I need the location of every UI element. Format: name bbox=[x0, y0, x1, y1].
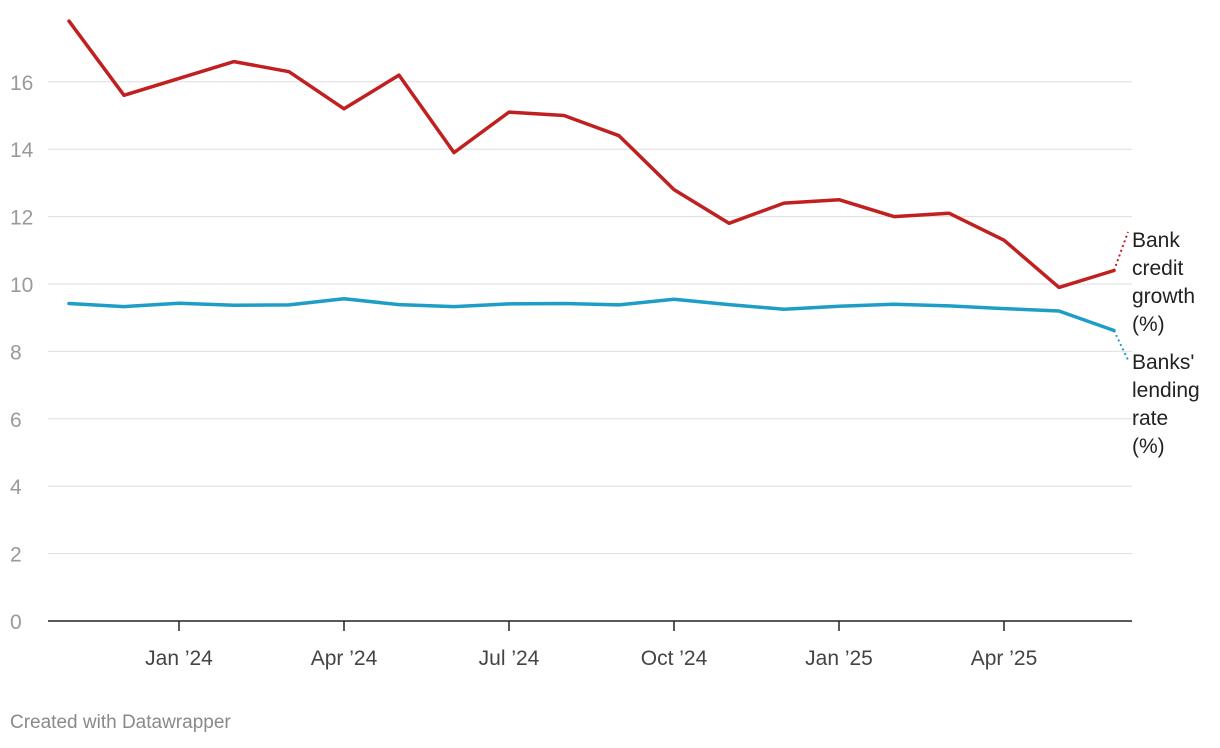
y-axis-ticks: 0 2 4 6 8 10 12 14 16 bbox=[10, 72, 34, 634]
y-tick-label-14: 14 bbox=[10, 139, 34, 162]
x-tick-label: Jul ’24 bbox=[479, 647, 540, 670]
series-label-line: (%) bbox=[1132, 435, 1165, 458]
y-tick-label-12: 12 bbox=[10, 207, 33, 230]
series-label-line: lending bbox=[1132, 379, 1200, 402]
x-tick-label: Jan ’24 bbox=[145, 647, 213, 670]
x-tick-label: Apr ’25 bbox=[971, 647, 1038, 670]
footer-credit: Created with Datawrapper bbox=[10, 712, 231, 733]
line-chart: 0 2 4 6 8 10 12 14 16 Jan ’24 Apr ’24 Jul ’24 Oct ’… bbox=[10, 19, 1200, 670]
series-lines bbox=[67, 19, 1129, 361]
y-tick-label-0: 0 bbox=[10, 611, 22, 634]
y-tick-label-16: 16 bbox=[10, 72, 33, 95]
y-tick-label-10: 10 bbox=[10, 274, 33, 297]
series-line-1 bbox=[67, 297, 1116, 333]
y-tick-label-2: 2 bbox=[10, 544, 22, 567]
x-tick-label: Jan ’25 bbox=[805, 647, 873, 670]
y-gridlines bbox=[48, 81, 1132, 555]
y-tick-label-6: 6 bbox=[10, 409, 22, 432]
series-label-line: growth bbox=[1132, 285, 1195, 308]
y-tick-label-4: 4 bbox=[10, 476, 22, 499]
series-connector-1 bbox=[1113, 330, 1129, 361]
series-label-line: credit bbox=[1132, 257, 1184, 280]
series-label-line: (%) bbox=[1132, 313, 1165, 336]
x-tick-label: Oct ’24 bbox=[641, 647, 708, 670]
series-labels: Bank credit growth (%) Banks' lending rate (%) bbox=[1132, 229, 1200, 458]
x-tick-label: Apr ’24 bbox=[311, 647, 378, 670]
series-line-0 bbox=[67, 19, 1116, 290]
x-axis-ticks: Jan ’24 Apr ’24 Jul ’24 Oct ’24 Jan ’25 Apr ’… bbox=[145, 621, 1037, 670]
series-label-line: Banks' bbox=[1132, 351, 1194, 374]
series-connector-0 bbox=[1113, 231, 1129, 271]
series-label-line: rate bbox=[1132, 407, 1168, 430]
y-tick-label-8: 8 bbox=[10, 341, 22, 364]
series-label-line: Bank bbox=[1132, 229, 1180, 252]
